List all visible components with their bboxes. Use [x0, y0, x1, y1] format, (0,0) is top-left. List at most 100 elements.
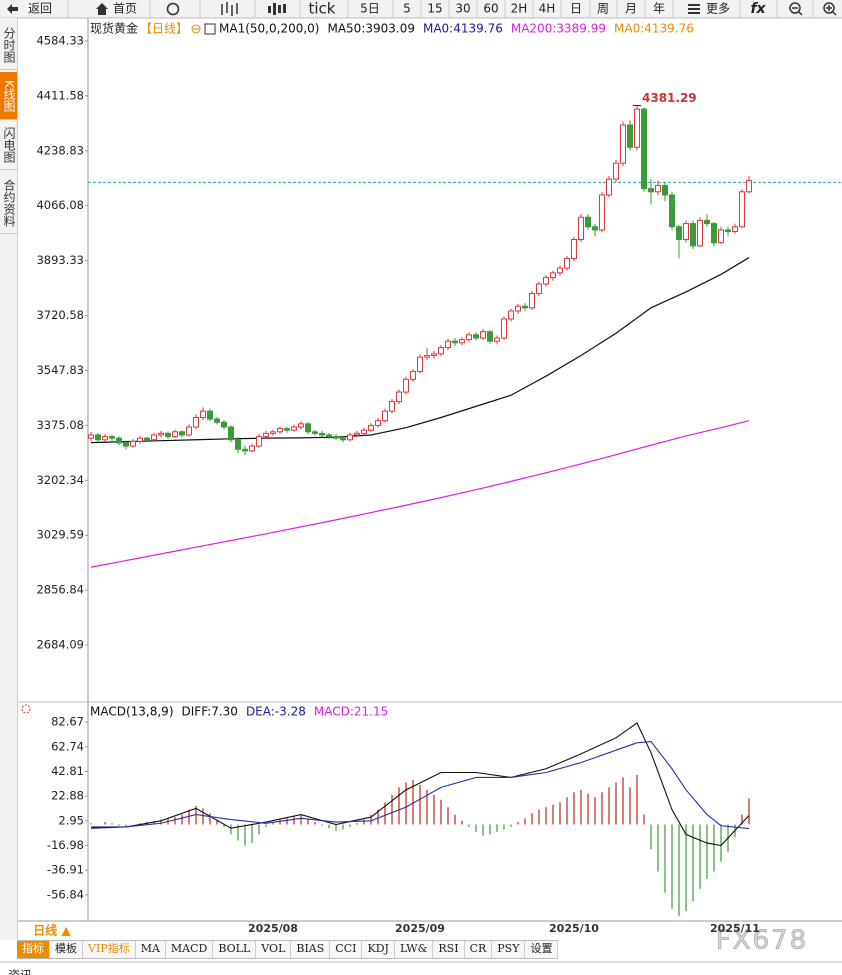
candle-body: [214, 418, 220, 423]
indicator-tab[interactable]: VOL: [256, 941, 292, 958]
period-button[interactable]: 30: [455, 2, 470, 16]
legend-entry: MA0:4139.76: [614, 22, 694, 36]
candle-body: [165, 432, 171, 438]
indicator-tab[interactable]: 指标: [17, 941, 50, 958]
period-button[interactable]: 周: [597, 2, 609, 16]
candle-body: [732, 226, 738, 233]
legend-entry: DEA:-3.28: [246, 705, 306, 719]
period-button[interactable]: 5: [403, 2, 411, 16]
candle-body: [417, 356, 423, 372]
candle-body: [571, 238, 577, 260]
candle-body: [529, 293, 535, 309]
candle-body: [277, 428, 283, 433]
period-button[interactable]: 日: [570, 2, 582, 16]
formula-button[interactable]: fx: [750, 1, 766, 17]
indicator-tab[interactable]: PSY: [492, 941, 526, 958]
y-tick-label: 4411.58: [36, 88, 84, 102]
footer-tab[interactable]: 资讯: [8, 969, 32, 975]
candle-body: [382, 410, 388, 422]
legend-entry: DIFF:7.30: [182, 705, 238, 719]
period-button[interactable]: 5日: [360, 2, 380, 16]
sidebar-tab[interactable]: 分时图: [0, 20, 17, 70]
indicator-tab[interactable]: 设置: [525, 941, 559, 958]
sidebar-tab[interactable]: K线图: [0, 72, 17, 120]
more-button[interactable]: 更多: [706, 2, 730, 16]
legend-entry: MACD:21.15: [314, 705, 388, 719]
candle-body: [158, 432, 164, 436]
ma-icon: [204, 23, 216, 35]
candle-body: [613, 162, 619, 180]
sidebar-tab[interactable]: 合约资料: [0, 172, 17, 234]
indicator-tab[interactable]: 模板: [50, 941, 83, 958]
period-button[interactable]: 4H: [539, 2, 556, 16]
candle-body: [200, 410, 206, 418]
candle-body: [151, 434, 157, 441]
back-button[interactable]: 返回: [28, 2, 52, 16]
zoom-in-icon[interactable]: [823, 2, 837, 16]
period-button[interactable]: tick: [309, 0, 336, 18]
y-tick-label: 3547.83: [36, 363, 84, 377]
line-series: [90, 257, 750, 444]
indicator-tab[interactable]: CR: [465, 941, 493, 958]
zoom-out-icon[interactable]: [789, 2, 803, 16]
y-tick-label: 3720.58: [36, 308, 84, 322]
indicator-tab[interactable]: KDJ: [362, 941, 395, 958]
high-label: 4381.29: [642, 91, 697, 105]
indicator-tab[interactable]: CCI: [330, 941, 363, 958]
candle-body: [662, 184, 668, 196]
indicator-tab[interactable]: BOLL: [213, 941, 257, 958]
back-icon[interactable]: [7, 4, 18, 14]
period-button[interactable]: 15: [427, 2, 442, 16]
candle-body: [270, 431, 276, 434]
candle-body: [746, 180, 752, 193]
indicator-tab[interactable]: BIAS: [291, 941, 331, 958]
candle-body: [592, 226, 598, 231]
home-icon[interactable]: [96, 3, 108, 15]
indicator-tab[interactable]: RSI: [433, 941, 465, 958]
y-tick-label: 4238.83: [36, 143, 84, 157]
candle-body: [298, 423, 304, 428]
candle-body: [676, 226, 682, 240]
candle-body: [263, 432, 269, 438]
candle-body: [137, 437, 143, 442]
period-button[interactable]: 年: [653, 2, 665, 16]
indicator-tab[interactable]: MA: [136, 941, 166, 958]
indicator-tab[interactable]: MACD: [166, 941, 214, 958]
y-tick-label: 2856.84: [36, 583, 84, 597]
candle-body: [319, 432, 325, 436]
y-tick-label: -36.91: [47, 863, 84, 877]
indicator-tab[interactable]: LW&: [395, 941, 434, 958]
candle-icon[interactable]: [221, 2, 238, 16]
sidebar-tab[interactable]: 闪电图: [0, 120, 17, 170]
candle-body: [102, 436, 108, 441]
period-button[interactable]: 月: [625, 2, 637, 16]
y-tick-label: 2.95: [58, 813, 84, 827]
y-tick-label: 3029.59: [36, 528, 84, 542]
candle-body: [739, 191, 745, 228]
indicator-tab[interactable]: VIP指标: [83, 941, 136, 958]
candle-body: [410, 370, 416, 380]
candle-body: [711, 223, 717, 244]
candle-body: [669, 194, 675, 228]
x-tick-label: 2025/09: [395, 922, 445, 935]
candle-body: [193, 416, 199, 428]
candle-body: [452, 340, 458, 344]
legend-entry: MA200:3389.99: [511, 22, 606, 36]
menu-icon[interactable]: [688, 4, 700, 14]
candle-body: [438, 347, 444, 355]
period-button[interactable]: 60: [483, 2, 498, 16]
bar-icon[interactable]: [268, 3, 286, 15]
candle-body: [564, 258, 570, 269]
home-button[interactable]: 首页: [113, 2, 137, 16]
period-switch[interactable]: 日线 ▲: [33, 923, 71, 938]
y-tick-label: 42.81: [51, 764, 84, 778]
y-tick-label: -56.84: [47, 887, 84, 901]
candle-body: [186, 426, 192, 436]
refresh-icon[interactable]: [166, 2, 180, 16]
x-tick-label: 2025/10: [549, 922, 599, 935]
candle-body: [466, 334, 472, 341]
candle-body: [123, 442, 129, 447]
y-tick-label: 3375.08: [36, 418, 84, 432]
period-button[interactable]: 2H: [511, 2, 528, 16]
indicator-settings-icon[interactable]: [21, 704, 31, 714]
